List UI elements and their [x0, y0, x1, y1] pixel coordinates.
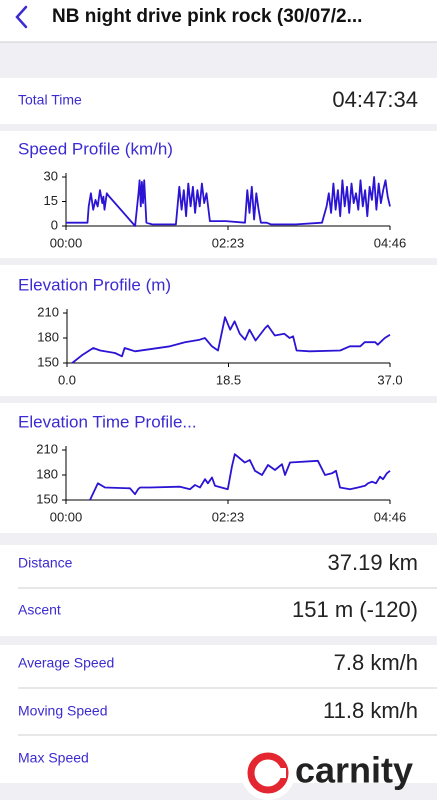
x-tick-label: 0.0 [58, 372, 76, 387]
line-series [71, 316, 391, 364]
separators [0, 41, 437, 736]
x-tick-label: 00:00 [50, 509, 83, 524]
y-tick-label: 180 [37, 329, 59, 344]
section-gaps [0, 42, 437, 800]
y-tick-label: 30 [44, 168, 58, 183]
x-tick-label: 02:23 [212, 235, 245, 250]
total-time-value: 04:47:34 [332, 87, 418, 112]
x-tick-label: 18.5 [216, 372, 241, 387]
chart-title: Speed Profile (km/h) [18, 139, 173, 158]
stat-label: Average Speed [18, 655, 114, 671]
page-title: NB night drive pink rock (30/07/2... [52, 6, 362, 27]
x-tick-label: 04:46 [374, 509, 407, 524]
stat-label: Distance [18, 555, 73, 571]
y-tick-label: 150 [36, 491, 58, 506]
y-tick-label: 210 [37, 304, 59, 319]
stat-label: Moving Speed [18, 703, 108, 719]
total-time-label: Total Time [18, 92, 82, 108]
line-series [89, 453, 391, 501]
stat-value: 151 m (-120) [292, 597, 418, 622]
stat-value: 37.19 km [328, 550, 419, 575]
x-tick-label: 37.0 [377, 372, 402, 387]
stat-value: 11.8 km/h [323, 698, 418, 723]
back-button[interactable] [15, 5, 28, 29]
y-tick-label: 0 [51, 217, 58, 232]
logo: carnity [241, 746, 413, 800]
chart-title: Elevation Profile (m) [18, 275, 171, 294]
x-tick-label: 02:23 [212, 509, 245, 524]
y-tick-label: 210 [36, 441, 58, 456]
stat-label: Max Speed [18, 750, 89, 766]
stat-label: Ascent [18, 602, 61, 618]
logo-text: carnity [295, 750, 413, 791]
y-tick-label: 180 [36, 466, 58, 481]
x-tick-label: 04:46 [374, 235, 407, 250]
chart-title: Elevation Time Profile... [18, 412, 197, 431]
stat-value: 7.8 km/h [334, 650, 418, 675]
line-series [66, 176, 391, 227]
x-tick-label: 00:00 [50, 235, 83, 250]
y-tick-label: 15 [44, 193, 58, 208]
y-tick-label: 150 [37, 354, 59, 369]
